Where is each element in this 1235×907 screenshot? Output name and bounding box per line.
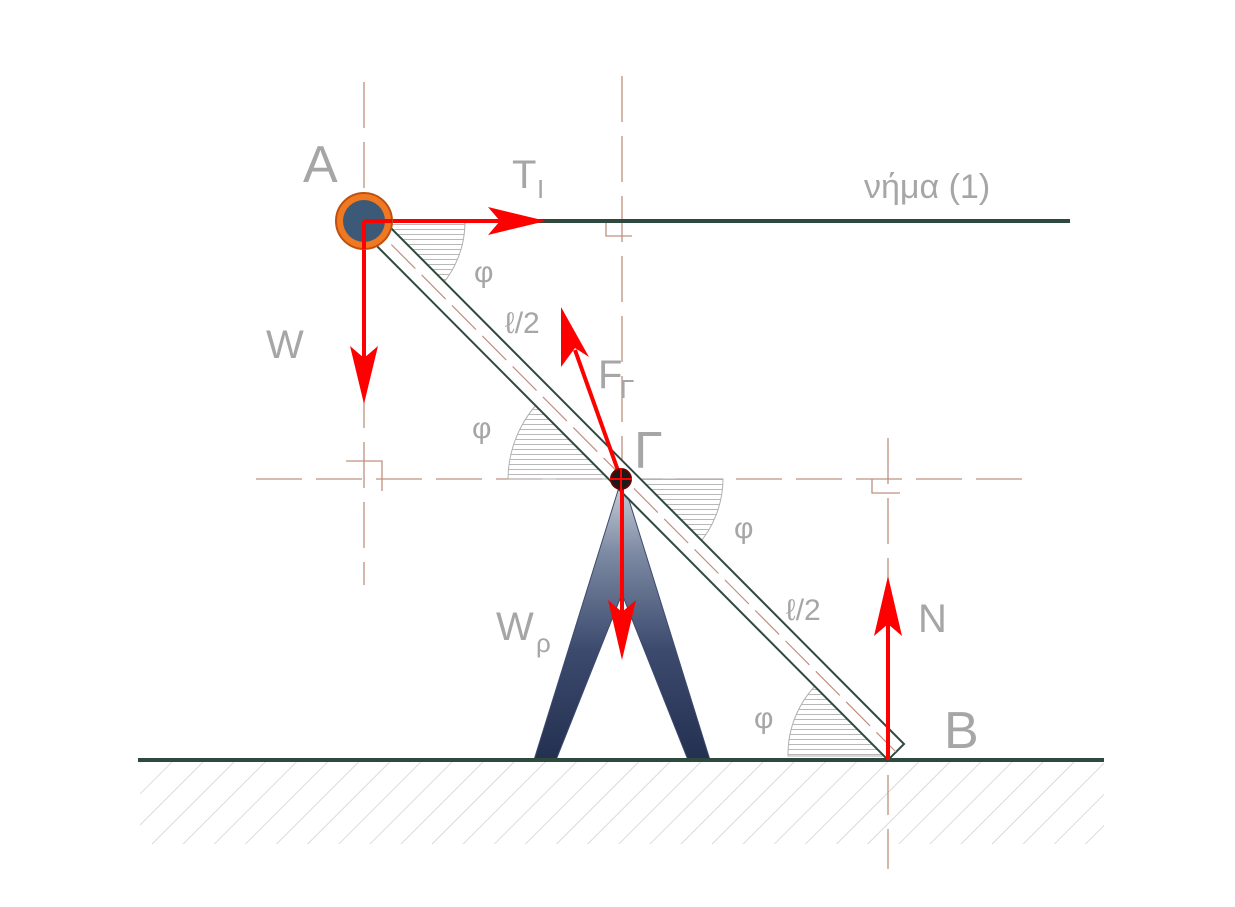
label-point-a: A <box>303 136 338 194</box>
label-weight: W <box>266 323 304 367</box>
label-angle-g-right: φ <box>734 512 753 545</box>
label-tension-sub: I <box>537 174 544 204</box>
label-point-gamma: Γ <box>634 422 663 480</box>
label-tension: T <box>512 153 536 197</box>
label-support-weight: W <box>496 605 534 649</box>
label-angle-a: φ <box>474 256 493 289</box>
right-angle-marks <box>346 220 900 494</box>
ground-hatch <box>140 760 1104 844</box>
label-point-b: B <box>944 702 979 760</box>
label-half-length-bottom: ℓ/2 <box>786 594 821 627</box>
label-normal: N <box>918 597 947 641</box>
label-angle-g-left: φ <box>472 412 491 445</box>
label-support-force-sub: Γ <box>620 374 634 404</box>
label-support-force: F <box>598 353 622 397</box>
normal-force-arrow <box>874 576 902 760</box>
label-support-weight-sub: ρ <box>536 628 551 658</box>
rod-center-line <box>360 213 897 753</box>
label-angle-b: φ <box>754 702 773 735</box>
support-force-arrow <box>561 307 623 480</box>
label-half-length-top: ℓ/2 <box>505 307 540 340</box>
support-weight-arrow <box>608 479 636 660</box>
label-string: νήμα (1) <box>864 168 990 206</box>
